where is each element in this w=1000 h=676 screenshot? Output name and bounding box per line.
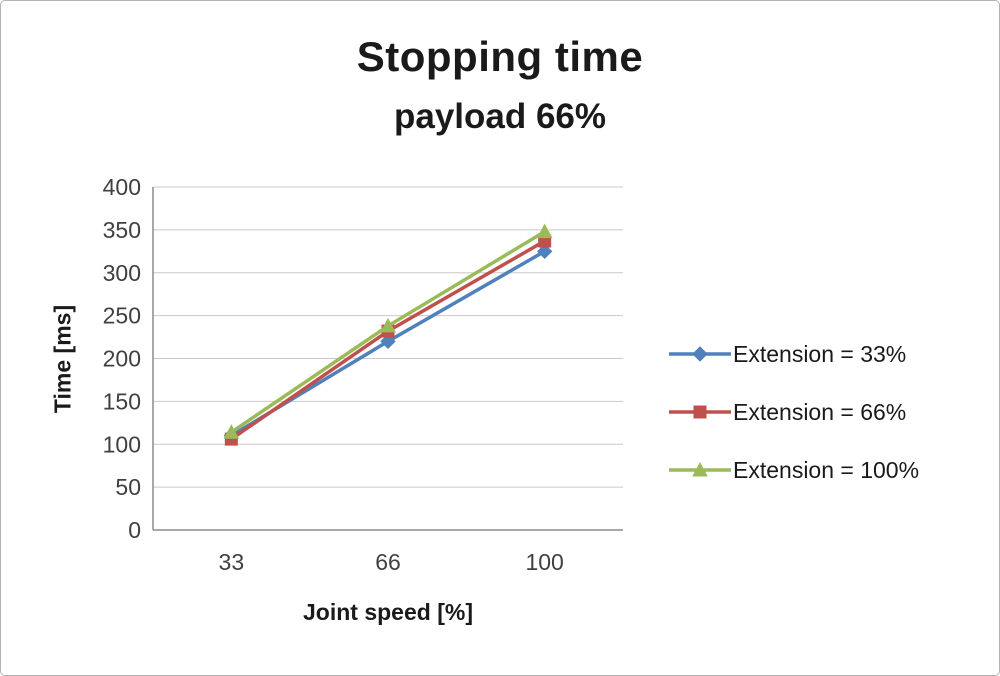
legend: Extension = 33% Extension = 66% Extension … — [669, 333, 919, 491]
x-axis-title: Joint speed [%] — [303, 599, 473, 625]
x-tick-label: 100 — [525, 549, 563, 575]
y-tick-label: 50 — [115, 474, 141, 500]
y-tick-label: 200 — [103, 346, 141, 372]
y-tick-label: 300 — [103, 260, 141, 286]
legend-key-icon — [669, 405, 731, 419]
legend-key-icon — [669, 346, 731, 362]
chart-subtitle: payload 66% — [393, 97, 607, 136]
y-tick-label: 250 — [103, 303, 141, 329]
y-tick-label: 100 — [103, 431, 141, 457]
y-tick-label: 150 — [103, 388, 141, 414]
triangle-marker-icon — [223, 424, 240, 439]
chart-title: Stopping time — [356, 33, 644, 80]
diamond-marker-icon — [536, 243, 553, 260]
triangle-marker-icon — [536, 223, 553, 239]
diamond-marker-icon — [692, 346, 708, 362]
legend-key-icon — [669, 461, 731, 477]
legend-item: Extension = 66% — [669, 391, 919, 433]
y-axis-title: Time [ms] — [49, 304, 76, 414]
triangle-marker-icon — [380, 317, 396, 333]
x-tick-label: 33 — [219, 549, 245, 575]
diamond-marker-icon — [380, 333, 396, 350]
x-tick-label: 66 — [375, 549, 401, 575]
plot-area: 0 50 100 150 200 250 300 350 400 33 66 100 — [103, 174, 623, 575]
legend-item: Extension = 33% — [669, 333, 919, 375]
y-tick-label: 400 — [103, 174, 141, 200]
legend-label: Extension = 66% — [733, 398, 907, 425]
square-marker-icon — [693, 405, 707, 419]
triangle-marker-icon — [692, 461, 708, 477]
y-tick-label: 0 — [128, 517, 141, 543]
legend-label: Extension = 33% — [733, 340, 907, 367]
legend-item: Extension = 100% — [669, 449, 919, 491]
legend-label: Extension = 100% — [733, 456, 920, 483]
y-tick-label: 350 — [103, 217, 141, 243]
